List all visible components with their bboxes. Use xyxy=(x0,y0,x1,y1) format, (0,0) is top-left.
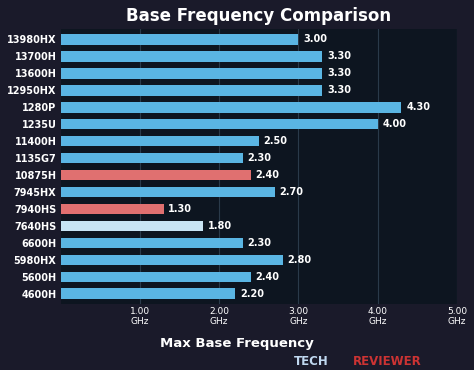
Text: REVIEWER: REVIEWER xyxy=(353,355,422,368)
Text: 1.80: 1.80 xyxy=(208,221,232,231)
Bar xyxy=(61,68,322,78)
Text: 1.30: 1.30 xyxy=(168,204,192,214)
Bar xyxy=(61,85,322,95)
Bar xyxy=(61,289,235,299)
Bar xyxy=(61,204,164,214)
Bar xyxy=(61,34,299,45)
Text: 2.30: 2.30 xyxy=(248,153,272,163)
Title: Base Frequency Comparison: Base Frequency Comparison xyxy=(126,7,392,25)
Bar xyxy=(61,119,378,130)
Text: 2.70: 2.70 xyxy=(279,187,303,197)
Text: Max Base Frequency: Max Base Frequency xyxy=(160,337,314,350)
Text: 2.80: 2.80 xyxy=(287,255,311,265)
Text: 4.30: 4.30 xyxy=(406,102,430,112)
Bar xyxy=(61,255,283,265)
Bar xyxy=(61,102,401,112)
Text: 3.30: 3.30 xyxy=(327,85,351,95)
Text: 3.30: 3.30 xyxy=(327,51,351,61)
Text: TECH: TECH xyxy=(294,355,328,368)
Bar xyxy=(61,221,203,231)
Bar xyxy=(61,51,322,62)
Text: 2.40: 2.40 xyxy=(255,272,280,282)
Text: 2.20: 2.20 xyxy=(240,289,264,299)
Bar xyxy=(61,153,243,164)
Text: 3.30: 3.30 xyxy=(327,68,351,78)
Bar xyxy=(61,170,251,180)
Text: 2.30: 2.30 xyxy=(248,238,272,248)
Bar xyxy=(61,136,259,147)
Bar xyxy=(61,238,243,248)
Bar xyxy=(61,272,251,282)
Text: 2.40: 2.40 xyxy=(255,170,280,180)
Text: 4.00: 4.00 xyxy=(383,119,407,129)
Bar xyxy=(61,187,274,197)
Text: 3.00: 3.00 xyxy=(303,34,327,44)
Text: 2.50: 2.50 xyxy=(264,136,288,146)
